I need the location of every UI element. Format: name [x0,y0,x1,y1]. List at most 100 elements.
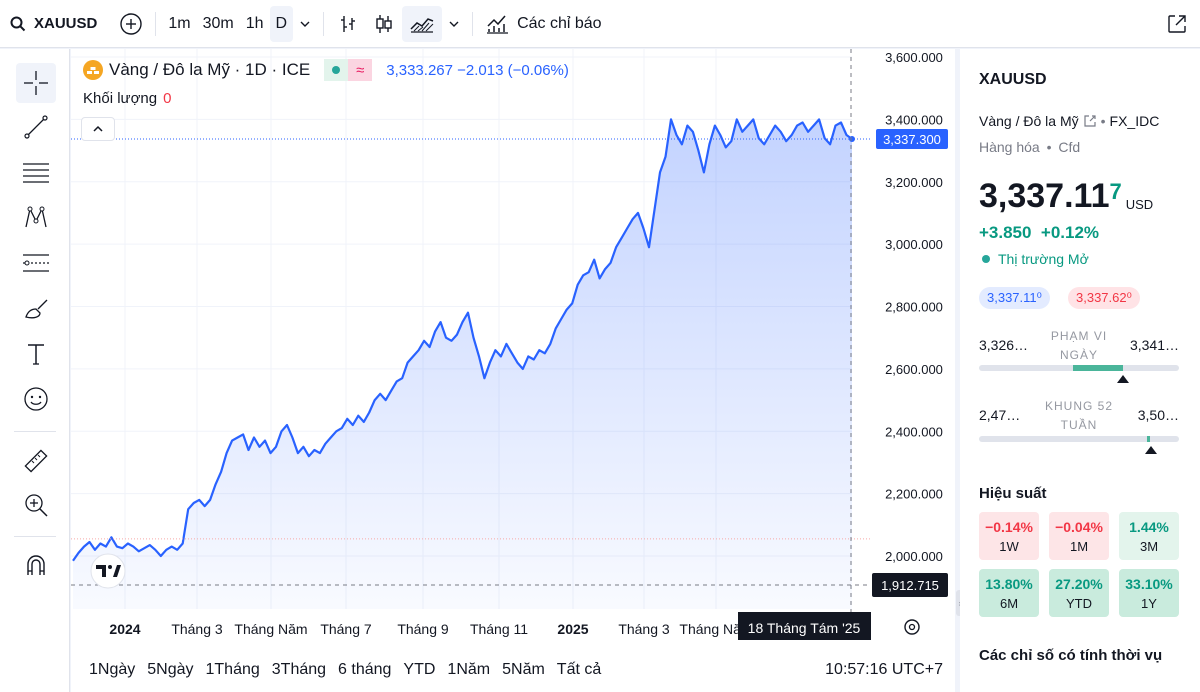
magnet-tool[interactable] [16,545,56,585]
x-tick-label: Tháng 3 [171,621,223,637]
area-style-button[interactable] [402,5,443,42]
symbol-search[interactable]: XAUUSD [0,6,103,42]
zoom-tool[interactable] [16,485,56,525]
legend-values: 3,333.267 −2.013 (−0.06%) [386,61,569,79]
horizontal-lines-icon [23,163,49,183]
bars-style-button[interactable] [330,6,366,42]
settings-gear-icon[interactable] [904,619,920,635]
crosshair-price-label: 1,912.715 [881,578,939,593]
panel-splitter[interactable] [955,49,960,692]
wk-range-low: 2,47… [979,407,1021,423]
clock[interactable]: 10:57:16 UTC+7 [825,660,943,678]
y-tick-label: 3,000.000 [885,237,943,252]
interval-d[interactable]: D [269,5,294,42]
indicators-icon [487,15,509,34]
day-range-marker [1117,375,1129,383]
day-range-label: PHẠM VI NGÀY [1050,329,1108,362]
last-price-badge [876,129,948,150]
interval-dropdown[interactable] [293,6,317,42]
performance-tile-6m[interactable]: 13.80% 6M [979,569,1039,617]
compare-button[interactable] [113,6,149,42]
performance-value: 1.44% [1129,518,1169,535]
performance-label: YTD [1066,595,1092,611]
range-5d[interactable]: 5Ngày [147,660,194,678]
chart-pane[interactable]: 3,600.000 3,400.000 3,200.000 3,000.000 2,80… [71,49,955,692]
wk-range-bar [979,436,1179,442]
x-tick-label: Tháng 9 [397,621,449,637]
chevron-up-icon [93,125,103,132]
y-tick-label: 3,200.000 [885,175,943,190]
performance-tile-1m[interactable]: −0.04% 1M [1049,512,1109,560]
wk-range-marker [1145,446,1157,454]
legend-title: Vàng / Đô la Mỹ · 1D · ICE [109,60,311,79]
range-1m[interactable]: 1Tháng [205,660,260,678]
brush-tool[interactable] [16,289,56,329]
pattern-icon [25,206,47,228]
range-ytd[interactable]: YTD [403,660,436,678]
drawing-toolbar [0,49,70,692]
pattern-tool[interactable] [16,197,56,237]
range-1d[interactable]: 1Ngày [89,660,136,678]
x-tick-label: Tháng 7 [320,621,372,637]
symbol-label: XAUUSD [34,15,98,32]
chart-legend: Vàng / Đô la Mỹ · 1D · ICE ≈ 3,333.267 −… [83,59,569,81]
open-external-button[interactable] [1160,6,1194,42]
price-small-digit: 7 [1109,179,1122,204]
plus-circle-icon [120,12,143,35]
x-tick-label: Tháng Năm [234,621,307,637]
market-status[interactable]: Thị trường Mở [982,251,1089,267]
market-status-pill[interactable]: ≈ [324,59,373,81]
panel-symbol[interactable]: XAUUSD [979,71,1047,88]
approx-icon: ≈ [348,59,373,81]
crosshair-tool[interactable] [16,63,56,103]
x-tick-label: Tháng Năm [679,621,752,637]
text-tool[interactable] [16,334,56,374]
measure-tool[interactable] [16,441,56,481]
indicators-button[interactable]: Các chỉ báo [479,6,608,42]
text-icon [28,344,44,365]
range-6m[interactable]: 6 tháng [338,660,392,678]
tradingview-logo[interactable] [90,553,126,589]
zoom-in-icon [25,494,48,517]
performance-title: Hiệu suất [979,485,1047,502]
crosshair-date-label: 18 Tháng Tám '25 [748,620,861,636]
chart-type-dropdown[interactable] [442,6,466,42]
range-1y[interactable]: 1Năm [447,660,491,678]
performance-value: 13.80% [985,575,1033,592]
y-tick-label: 2,800.000 [885,300,943,315]
interval-1h[interactable]: 1h [245,14,264,32]
range-all[interactable]: Tất cả [556,660,602,678]
performance-tile-ytd[interactable]: 27.20% YTD [1049,569,1109,617]
candles-icon [376,14,392,33]
performance-value: 33.10% [1125,575,1173,592]
day-range: 3,326… PHẠM VI NGÀY 3,341… [979,327,1179,387]
bars-icon [341,15,356,32]
range-3m[interactable]: 3Tháng [271,660,327,678]
external-link-icon[interactable] [1083,114,1097,128]
panel-exchange[interactable]: FX_IDC [1109,113,1160,129]
interval-30m[interactable]: 30m [202,14,234,32]
candles-style-button[interactable] [366,6,402,42]
interval-1m[interactable]: 1m [168,14,191,32]
performance-value: 27.20% [1055,575,1103,592]
status-dot [982,255,990,263]
performance-label: 6M [999,595,1019,611]
collapse-legend-button[interactable] [81,117,115,141]
performance-tile-1y[interactable]: 33.10% 1Y [1119,569,1179,617]
x-tick-label: Tháng 3 [618,621,670,637]
trend-line-tool[interactable] [16,107,56,147]
last-price-label: 3,337.300 [883,132,941,147]
panel-name[interactable]: Vàng / Đô la Mỹ [979,113,1079,129]
price-chart[interactable]: 3,600.000 3,400.000 3,200.000 3,000.000 2,80… [71,49,955,647]
forecast-tool[interactable] [16,243,56,283]
crosshair-icon [24,71,48,95]
performance-tile-1w[interactable]: −0.14% 1W [979,512,1039,560]
x-tick-label: Tháng 11 [470,621,528,637]
wk-range-high: 3,50… [1137,407,1179,423]
range-5y[interactable]: 5Năm [502,660,545,678]
emoji-tool[interactable] [16,379,56,419]
fib-tool[interactable] [16,152,56,192]
performance-tile-3m[interactable]: 1.44% 3M [1119,512,1179,560]
ruler-icon [24,449,48,473]
